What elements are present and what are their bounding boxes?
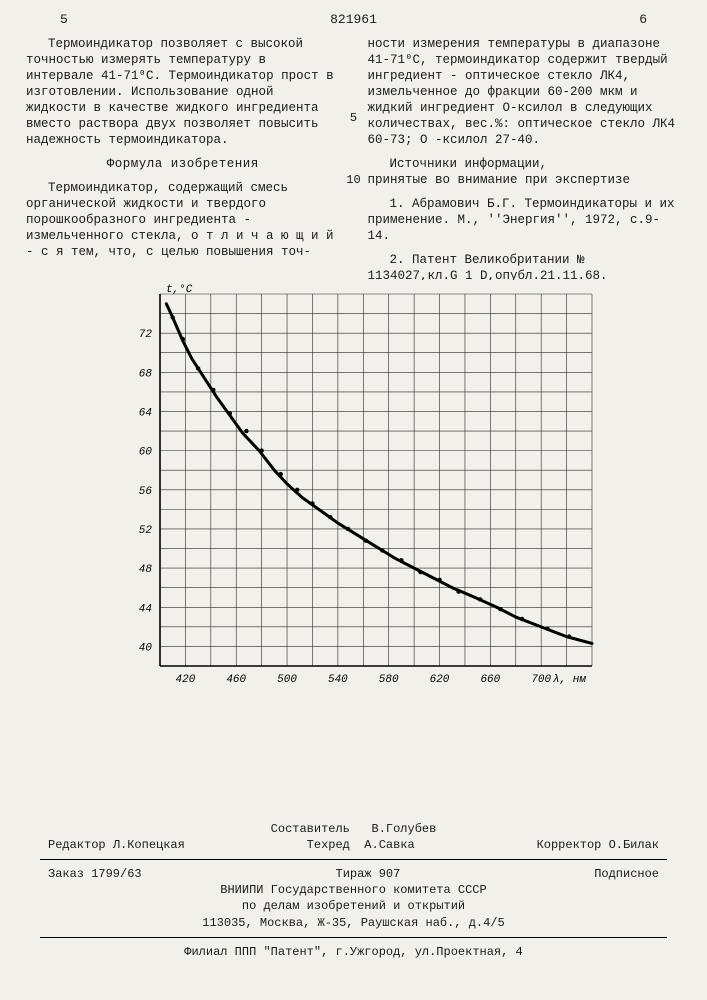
svg-text:λ, нм: λ, нм — [553, 674, 586, 686]
svg-text:64: 64 — [139, 407, 152, 419]
svg-text:620: 620 — [430, 674, 450, 686]
svg-text:48: 48 — [139, 564, 153, 576]
corrector-name: О.Билак — [609, 838, 659, 852]
right-column: ности измерения температуры в диапазоне … — [368, 36, 682, 308]
order-row: Заказ 1799/63 Тираж 907 Подписное — [40, 866, 667, 882]
text-columns: Термоиндикатор позволяет с высокой точно… — [26, 36, 681, 308]
branch-line: Филиал ППП "Патент", г.Ужгород, ул.Проек… — [40, 944, 667, 960]
compiled-by-name: В.Голубев — [372, 822, 437, 836]
compiled-by-label: Составитель — [271, 822, 350, 836]
tech-label: Техред — [307, 838, 350, 852]
editor-label: Редактор — [48, 838, 106, 852]
svg-text:52: 52 — [139, 525, 153, 537]
svg-text:420: 420 — [176, 674, 196, 686]
svg-text:t,°C: t,°C — [166, 284, 193, 296]
svg-text:68: 68 — [139, 368, 153, 380]
right-para-1: ности измерения температуры в диапазоне … — [368, 36, 682, 148]
svg-text:60: 60 — [139, 447, 153, 459]
org-line-2: по делам изобретений и открытий — [40, 898, 667, 914]
page: { "header": { "col_left_num": "5", "doc_… — [0, 0, 707, 1000]
claims-heading: Формула изобретения — [26, 156, 340, 172]
left-para-2: Термоиндикатор, содержащий смесь органич… — [26, 180, 340, 260]
svg-text:660: 660 — [480, 674, 500, 686]
svg-text:580: 580 — [379, 674, 399, 686]
col-right-page-num: 6 — [639, 12, 647, 27]
print-run: Тираж 907 — [336, 866, 401, 882]
svg-text:500: 500 — [277, 674, 297, 686]
tech-name: А.Савка — [364, 838, 414, 852]
header-row: 5 821961 6 — [0, 12, 707, 27]
editor-block: Редактор Л.Копецкая — [48, 837, 185, 853]
subscription-label: Подписное — [594, 866, 659, 882]
org-line-1: ВНИИПИ Государственного комитета СССР — [40, 882, 667, 898]
order-number: Заказ 1799/63 — [48, 866, 142, 882]
svg-text:460: 460 — [226, 674, 246, 686]
colophon: Составитель В.Голубев Редактор Л.Копецка… — [40, 821, 667, 960]
chart-svg: 40 44 48 52 56 60 64 68 72 420 460 500 540 580 620 660 7… — [110, 280, 610, 700]
document-number: 821961 — [68, 12, 639, 27]
left-column: Термоиндикатор позволяет с высокой точно… — [26, 36, 340, 308]
corrector-block: Корректор О.Билак — [537, 837, 659, 853]
editor-name: Л.Копецкая — [113, 838, 185, 852]
col-left-page-num: 5 — [60, 12, 68, 27]
editor-row: Редактор Л.Копецкая Техред А.Савка Корре… — [40, 837, 667, 853]
sources-heading-2: принятые во внимание при экспертизе — [368, 172, 682, 188]
source-ref-1: 1. Абрамович Б.Г. Термоиндикаторы и их п… — [368, 196, 682, 244]
sources-heading-1: Источники информации, — [368, 156, 682, 172]
svg-text:72: 72 — [139, 329, 153, 341]
svg-text:540: 540 — [328, 674, 348, 686]
corrector-label: Корректор — [537, 838, 602, 852]
svg-text:700: 700 — [531, 674, 551, 686]
svg-text:56: 56 — [139, 486, 153, 498]
divider-2 — [40, 937, 667, 938]
divider-1 — [40, 859, 667, 860]
svg-text:44: 44 — [139, 603, 152, 615]
left-para-1: Термоиндикатор позволяет с высокой точно… — [26, 36, 340, 148]
org-address: 113035, Москва, Ж-35, Раушская наб., д.4… — [40, 915, 667, 931]
svg-text:40: 40 — [139, 642, 153, 654]
compiled-by-row: Составитель В.Голубев — [40, 821, 667, 837]
chart-figure: 40 44 48 52 56 60 64 68 72 420 460 500 540 580 620 660 7… — [110, 280, 610, 700]
tech-block: Техред А.Савка — [307, 837, 415, 853]
